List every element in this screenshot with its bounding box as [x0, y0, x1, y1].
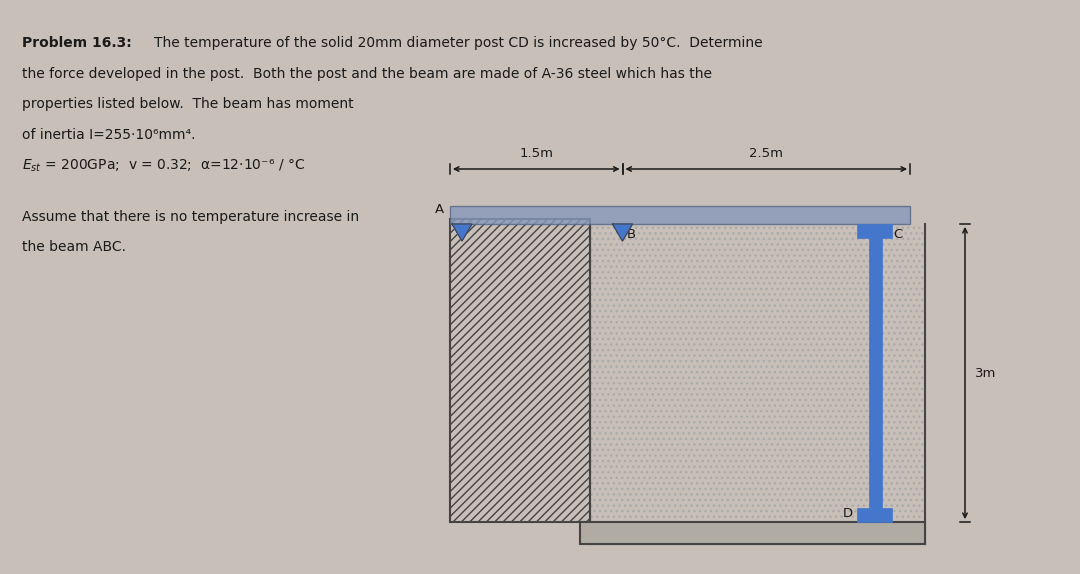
Text: A: A [435, 203, 444, 216]
Text: 1.5m: 1.5m [519, 147, 553, 160]
Bar [590, 224, 924, 544]
Bar [858, 224, 892, 238]
Polygon shape [453, 224, 472, 241]
Text: the force developed in the post.  Both the post and the beam are made of A-36 st: the force developed in the post. Both th… [22, 67, 712, 80]
Bar [580, 522, 924, 544]
Text: B: B [626, 228, 636, 241]
Text: D: D [842, 507, 852, 520]
Polygon shape [612, 224, 633, 241]
Text: The temperature of the solid 20mm diameter post CD is increased by 50°C.  Determ: The temperature of the solid 20mm diamet… [154, 36, 762, 50]
Text: the beam ABC.: the beam ABC. [22, 241, 126, 254]
Bar [450, 219, 590, 522]
Text: Problem 16.3:: Problem 16.3: [22, 36, 132, 50]
Text: Assume that there is no temperature increase in: Assume that there is no temperature incr… [22, 210, 360, 224]
Text: properties listed below.  The beam has moment: properties listed below. The beam has mo… [22, 97, 353, 111]
Bar [858, 508, 892, 522]
Text: 2.5m: 2.5m [750, 147, 783, 160]
Bar [868, 238, 881, 508]
Text: of inertia I=255·10⁶mm⁴.: of inertia I=255·10⁶mm⁴. [22, 127, 195, 142]
Text: 3m: 3m [975, 367, 997, 379]
Text: C: C [893, 228, 902, 241]
Bar [450, 206, 910, 224]
Text: $E_{st}$ = 200GPa;  v = 0.32;  α=12·10⁻⁶ / °C: $E_{st}$ = 200GPa; v = 0.32; α=12·10⁻⁶ /… [22, 158, 305, 174]
